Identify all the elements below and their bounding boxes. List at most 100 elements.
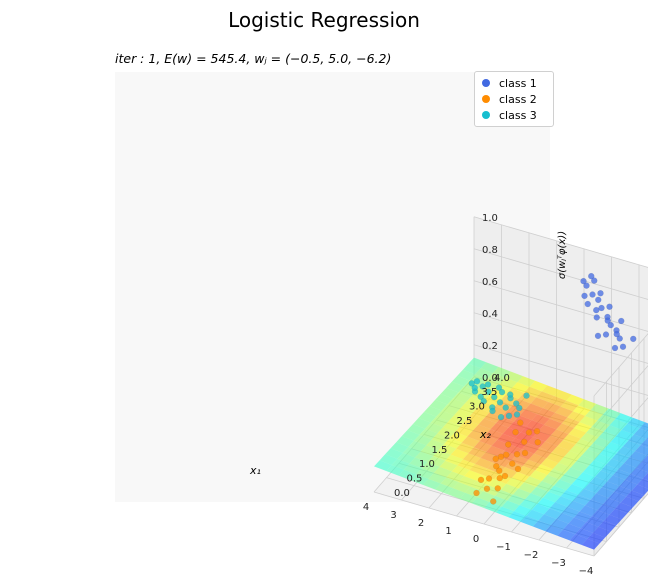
surface-patch xyxy=(594,453,612,465)
x2-tick-label: 1.0 xyxy=(419,459,435,470)
point-class-2 xyxy=(490,498,497,505)
point-class-3 xyxy=(479,383,486,390)
surface-patch xyxy=(598,520,617,532)
grid-line xyxy=(473,312,648,364)
surface-patch xyxy=(415,451,433,463)
point-class-1 xyxy=(616,335,623,342)
point-class-3 xyxy=(507,391,514,398)
surface-patch xyxy=(500,483,519,495)
surface-patch xyxy=(422,478,441,490)
point-class-3 xyxy=(480,398,487,405)
surface-patch xyxy=(462,453,481,464)
data-points xyxy=(468,272,637,505)
point-class-2 xyxy=(525,429,533,436)
surface-patch xyxy=(518,482,537,494)
surface-patch xyxy=(481,468,500,480)
point-class-1 xyxy=(611,344,619,352)
surface-patch xyxy=(628,434,647,446)
point-class-3 xyxy=(513,411,521,418)
surface-patch xyxy=(467,430,486,442)
point-class-1 xyxy=(630,335,637,343)
surface-patch xyxy=(534,447,552,459)
x2-tick-label: 1.5 xyxy=(432,445,448,456)
point-class-2 xyxy=(514,465,522,473)
surface-patch xyxy=(488,389,507,401)
legend-marker-class-3 xyxy=(482,111,490,119)
surface-patch xyxy=(528,453,547,465)
point-class-2 xyxy=(509,460,516,467)
surface-patch xyxy=(508,511,527,522)
x1-axis-label: x₁ xyxy=(249,464,261,477)
surface-patch xyxy=(566,484,584,495)
surface-patch xyxy=(589,476,608,488)
point-class-2 xyxy=(503,451,510,458)
surface-patch xyxy=(579,505,598,517)
surface-patch xyxy=(586,426,604,438)
surface-patch xyxy=(432,450,451,461)
point-class-2 xyxy=(521,438,528,446)
point-class-1 xyxy=(580,277,587,285)
surface-patch xyxy=(604,425,622,436)
surface-patch xyxy=(557,440,576,451)
surface-patch xyxy=(542,402,561,413)
z-tick-label: 0.4 xyxy=(482,309,498,320)
surface-patch xyxy=(535,464,553,475)
x1-tick-label: −3 xyxy=(551,558,566,569)
z-tick-label: 0.8 xyxy=(482,245,498,256)
surface-patch xyxy=(538,424,557,436)
surface-patch xyxy=(537,408,556,419)
legend-label-class-2: class 2 xyxy=(499,92,537,106)
surface-patch xyxy=(625,473,643,485)
surface-patch xyxy=(379,454,398,465)
surface-patch xyxy=(401,430,420,441)
surface-patch xyxy=(374,460,392,472)
surface-patch xyxy=(614,485,632,497)
surface-patch xyxy=(471,407,490,419)
point-class-3 xyxy=(477,393,484,401)
x2-tick-label: 3.5 xyxy=(482,387,498,398)
surface-patch xyxy=(440,477,459,489)
surface-patch xyxy=(577,472,596,483)
surface-patch xyxy=(526,420,544,431)
surface-patch xyxy=(536,391,554,403)
surface-patch xyxy=(490,423,509,434)
surface-patch xyxy=(525,403,543,415)
surface-patch xyxy=(592,437,611,448)
point-class-1 xyxy=(606,303,613,310)
grid-line xyxy=(593,365,648,429)
point-class-3 xyxy=(496,399,504,406)
surface-patch xyxy=(584,482,602,494)
surface-patch xyxy=(537,497,556,509)
surface-patch xyxy=(556,512,574,524)
surface-patch xyxy=(519,409,538,421)
surface-patch xyxy=(555,496,573,507)
grid-line xyxy=(473,216,648,268)
surface-patch xyxy=(640,439,648,448)
surface-patch xyxy=(511,471,530,483)
point-class-3 xyxy=(497,413,505,421)
surface-patch xyxy=(545,525,563,536)
point-class-2 xyxy=(513,450,521,458)
surface-patch xyxy=(517,465,536,477)
surface-patch xyxy=(557,529,576,541)
surface-patch xyxy=(630,467,648,479)
legend-item-class-1: class 1 xyxy=(479,75,549,91)
surface-patch xyxy=(484,501,502,513)
surface-patch xyxy=(562,434,581,445)
surface-patch xyxy=(581,449,600,460)
surface-patch xyxy=(468,357,487,369)
surface-patch xyxy=(390,442,409,453)
surface-patch xyxy=(437,427,456,438)
surface-patch xyxy=(549,502,568,513)
surface-patch xyxy=(480,362,499,373)
x2-tick-label: 0.5 xyxy=(407,474,423,485)
x1-tick-label: −4 xyxy=(579,566,594,576)
point-class-1 xyxy=(589,291,596,298)
surface-patch xyxy=(474,441,492,452)
surface-patch xyxy=(458,386,477,398)
point-class-3 xyxy=(498,388,506,396)
z-axis-label: σ(wⱼᵀφ(x)) xyxy=(557,231,568,279)
point-class-3 xyxy=(473,378,481,385)
surface-patch xyxy=(430,416,449,428)
point-class-3 xyxy=(491,393,498,401)
